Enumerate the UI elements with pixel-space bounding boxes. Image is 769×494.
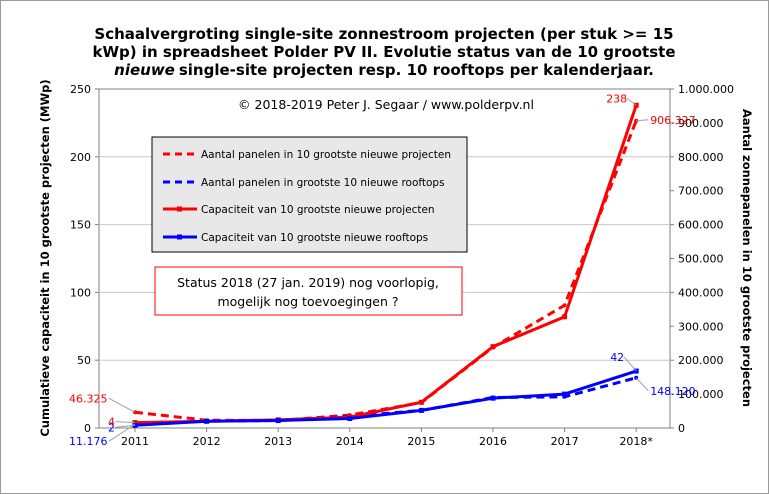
left-tick-label: 0 <box>84 422 91 435</box>
right-tick-label: 300.000 <box>678 320 724 333</box>
x-axis-ticks: 2011 2012 2013 2014 2015 2016 2017 2018* <box>121 428 653 448</box>
data-label-leader <box>626 97 637 106</box>
right-tick-label: 200.000 <box>678 354 724 367</box>
status-note: Status 2018 (27 jan. 2019) nog voorlopig… <box>154 266 463 316</box>
right-tick-label: 400.000 <box>678 286 724 299</box>
left-tick-label: 50 <box>77 354 91 367</box>
status-note-line-2: mogelijk nog toevoegingen ? <box>217 294 398 309</box>
data-label: 2 <box>108 421 115 434</box>
legend-marker-capacity-rooftops <box>177 234 182 240</box>
data-label: 11.176 <box>69 435 108 448</box>
x-tick-label: 2015 <box>407 435 435 448</box>
x-tick-label: 2018* <box>619 435 653 448</box>
chart-title-italic-word: nieuwe <box>114 61 175 79</box>
series-3-point <box>275 418 281 424</box>
data-label: 42 <box>610 351 624 364</box>
x-tick-label: 2016 <box>479 435 507 448</box>
data-label: 148.120 <box>650 385 696 398</box>
series-2-point <box>562 314 568 320</box>
left-tick-label: 200 <box>70 151 91 164</box>
chart-title-line-3-rest: single-site projecten resp. 10 rooftops … <box>179 61 654 79</box>
data-label: 46.325 <box>69 392 108 405</box>
data-label-leader <box>115 421 136 424</box>
data-label: 4 <box>108 416 115 429</box>
data-label-leader <box>636 119 649 122</box>
legend-label-capacity-projects: Capaciteit van 10 grootste nieuwe projec… <box>201 204 435 216</box>
right-axis-label: Aantal zonnepanelen in 10 grootste proje… <box>740 109 754 407</box>
right-tick-label: 700.000 <box>678 185 724 198</box>
series-3-line <box>134 369 637 427</box>
series-2-point <box>490 344 496 350</box>
x-tick-label: 2013 <box>264 435 292 448</box>
legend-label-capacity-rooftops: Capaciteit van 10 grootste nieuwe roofto… <box>201 232 428 244</box>
right-tick-label: 1.000.000 <box>678 83 734 96</box>
data-label-leader <box>108 423 136 442</box>
legend-item-capacity-rooftops: Capaciteit van 10 grootste nieuwe roofto… <box>163 232 428 244</box>
left-tick-label: 250 <box>70 83 91 96</box>
series-2-point <box>418 399 424 405</box>
left-tick-label: 100 <box>70 286 91 299</box>
data-label: 238 <box>606 92 627 105</box>
right-tick-label: 500.000 <box>678 253 724 266</box>
right-axis-ticks: 0 100.000 200.000 300.000 400.000 500.000 600.… <box>670 83 734 435</box>
series-3-point <box>562 391 568 397</box>
x-tick-label: 2012 <box>193 435 221 448</box>
x-tick-label: 2011 <box>121 435 149 448</box>
chart-title-line-2: kWp) in spreadsheet Polder PV II. Evolut… <box>93 43 676 61</box>
legend-item-panels-rooftops: Aantal panelen in grootste 10 nieuwe roo… <box>163 177 445 189</box>
left-tick-label: 150 <box>70 219 91 232</box>
right-tick-label: 900.000 <box>678 117 724 130</box>
status-note-box <box>154 266 463 316</box>
data-label-leader <box>635 377 649 392</box>
series-3-point <box>418 407 424 413</box>
series-3-point <box>490 395 496 401</box>
legend-label-panels-projects: Aantal panelen in 10 grootste nieuwe pro… <box>201 149 451 161</box>
data-label-leader <box>108 397 136 413</box>
copyright-text: © 2018-2019 Peter J. Segaar / www.polder… <box>238 97 534 112</box>
data-label: 906.327 <box>650 114 696 127</box>
chart-title-line-1: Schaalvergroting single-site zonnestroom… <box>94 25 673 43</box>
series-0-point <box>562 303 567 308</box>
chart-title-line-3: nieuwe single-site projecten resp. 10 roo… <box>114 61 654 79</box>
right-tick-label: 800.000 <box>678 151 724 164</box>
series-3-point <box>204 418 210 424</box>
data-label-leader <box>623 356 637 372</box>
legend-box <box>151 136 468 253</box>
right-tick-label: 100.000 <box>678 388 724 401</box>
x-tick-label: 2017 <box>551 435 579 448</box>
left-axis-ticks: 0 50 100 150 200 250 <box>70 83 99 435</box>
right-tick-label: 0 <box>678 422 685 435</box>
status-note-line-1: Status 2018 (27 jan. 2019) nog voorlopig… <box>177 275 439 290</box>
legend: Aantal panelen in 10 grootste nieuwe pro… <box>151 136 468 253</box>
right-tick-label: 600.000 <box>678 219 724 232</box>
legend-item-capacity-projects: Capaciteit van 10 grootste nieuwe projec… <box>163 204 435 216</box>
x-tick-label: 2014 <box>336 435 364 448</box>
left-axis-label: Cumulatieve capaciteit in 10 grootste pr… <box>38 79 52 436</box>
series-3-point <box>347 416 353 422</box>
data-label-leader <box>115 424 136 428</box>
legend-marker-capacity-projects <box>177 206 182 212</box>
legend-item-panels-projects: Aantal panelen in 10 grootste nieuwe pro… <box>163 149 451 161</box>
legend-label-panels-rooftops: Aantal panelen in grootste 10 nieuwe roo… <box>201 177 445 189</box>
